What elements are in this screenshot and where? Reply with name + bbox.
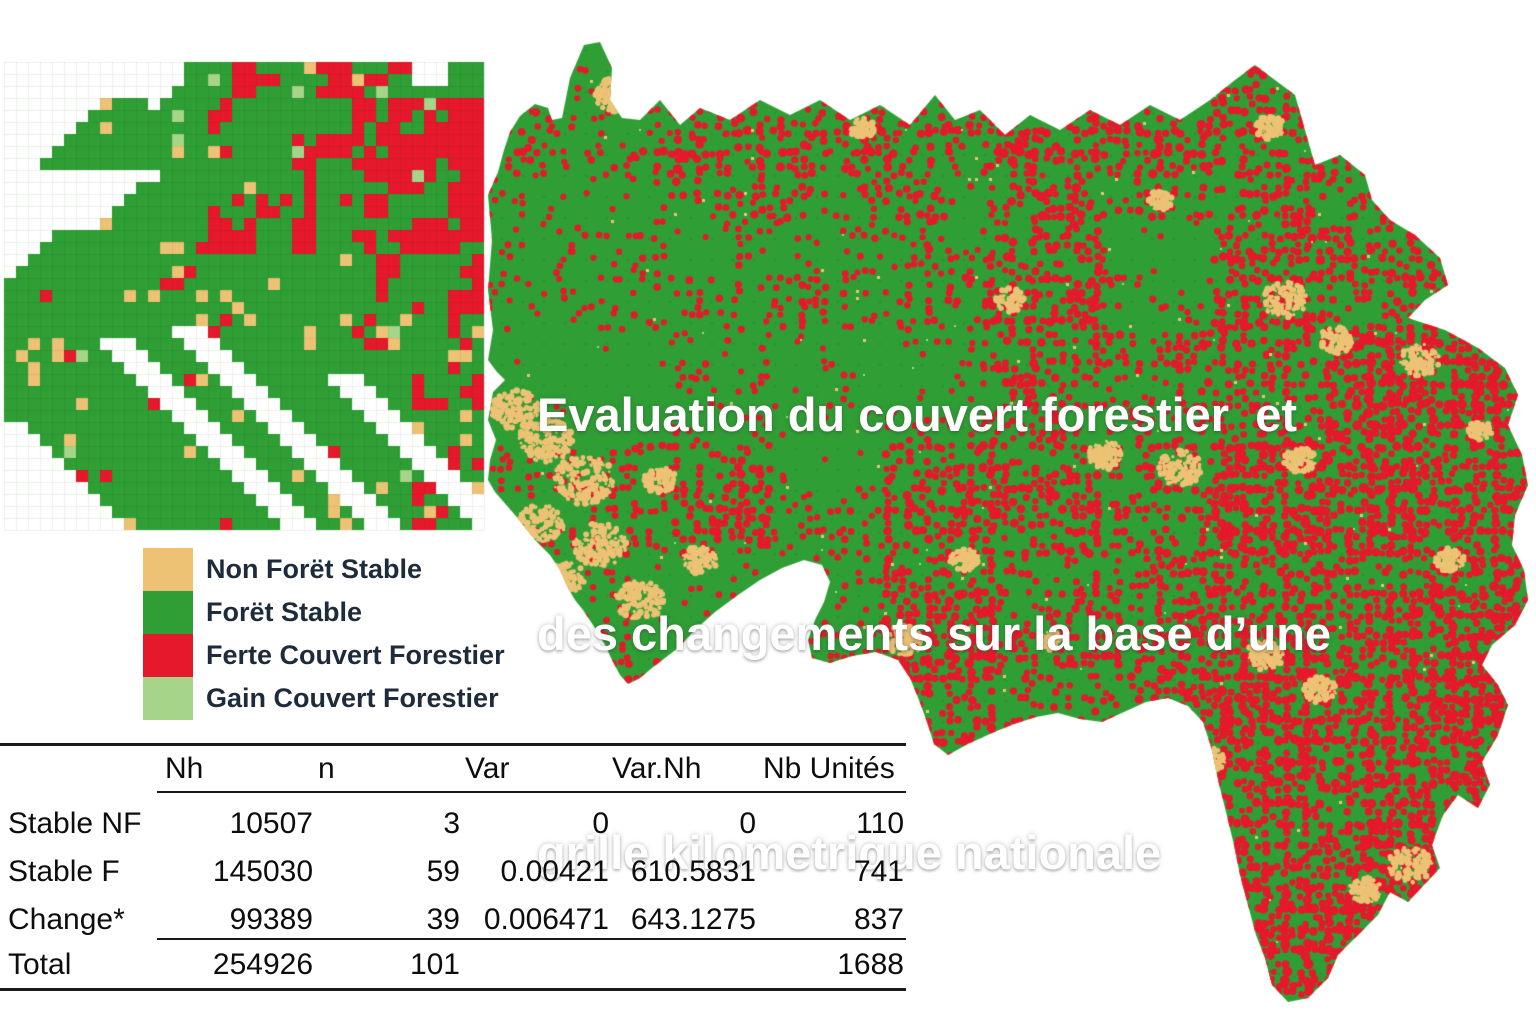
legend-label: Gain Couvert Forestier xyxy=(206,683,499,713)
legend-item-foret-stable: Forët Stable xyxy=(143,591,505,634)
cell-nh: 145030 xyxy=(212,855,313,888)
cell-var: 0.00421 xyxy=(500,855,609,888)
cell-nb-unites: 110 xyxy=(856,807,904,840)
map-title-line: des changements sur la base d’une xyxy=(537,607,1332,660)
cell-n: 101 xyxy=(409,948,460,981)
row-label: Stable NF xyxy=(8,807,142,840)
cell-n: 3 xyxy=(443,807,460,840)
table-row-change: Change* 99389 39 0.006471 643.1275 837 xyxy=(0,897,906,943)
header-n: n xyxy=(318,752,335,785)
cell-nb-unites: 1688 xyxy=(837,948,904,981)
table-rule-under-header xyxy=(157,791,906,793)
cell-var-nh: 643.1275 xyxy=(630,903,756,936)
legend-item-gain-couvert: Gain Couvert Forestier xyxy=(143,677,505,720)
table-row-stable-nf: Stable NF 10507 3 0 0 110 xyxy=(0,801,906,847)
cell-var: 0 xyxy=(592,807,609,840)
legend-swatch xyxy=(143,591,193,634)
cell-nb-unites: 837 xyxy=(853,903,904,936)
legend-swatch xyxy=(143,634,193,677)
legend-label: Forët Stable xyxy=(206,597,363,627)
map-title-line: grille kilometrique nationale xyxy=(537,826,1162,879)
table-row-stable-f: Stable F 145030 59 0.00421 610.5831 741 xyxy=(0,849,906,895)
header-nh: Nh xyxy=(165,752,204,785)
row-label: Change* xyxy=(8,903,125,936)
header-nb-unites: Nb Unités xyxy=(763,752,895,785)
cell-var-nh: 0 xyxy=(739,807,756,840)
legend-swatch xyxy=(143,677,193,720)
row-label: Total xyxy=(8,948,72,981)
legend-item-perte-couvert: Ferte Couvert Forestier xyxy=(143,634,505,677)
cell-var-nh: 610.5831 xyxy=(630,855,756,888)
table-rule-bottom xyxy=(0,988,906,991)
legend-label: Non Forët Stable xyxy=(206,554,423,584)
cell-nb-unites: 741 xyxy=(853,855,904,888)
cell-nh: 254926 xyxy=(212,948,313,981)
legend-label: Ferte Couvert Forestier xyxy=(206,640,505,670)
map-legend: Non Forët Stable Forët Stable Ferte Couv… xyxy=(143,548,505,720)
cell-n: 39 xyxy=(426,903,460,936)
header-var: Var xyxy=(465,752,510,785)
legend-item-non-foret-stable: Non Forët Stable xyxy=(143,548,505,591)
legend-swatch xyxy=(143,548,193,591)
table-rule-above-total xyxy=(157,938,906,940)
sampling-stats-table: Nh n Var Var.Nh Nb Unités Stable NF 1050… xyxy=(0,742,906,1002)
table-header-row: Nh n Var Var.Nh Nb Unités xyxy=(0,746,906,792)
header-var-nh: Var.Nh xyxy=(612,752,702,785)
table-rule-top xyxy=(0,743,906,746)
cell-nh: 10507 xyxy=(229,807,313,840)
cell-nh: 99389 xyxy=(229,903,313,936)
row-label: Stable F xyxy=(8,855,120,888)
table-row-total: Total 254926 101 1688 xyxy=(0,942,906,988)
cell-n: 59 xyxy=(426,855,460,888)
map-title: Evaluation du couvert forestier et des c… xyxy=(537,232,1331,1024)
cell-var: 0.006471 xyxy=(483,903,609,936)
map-title-line: Evaluation du couvert forestier et xyxy=(537,388,1298,441)
